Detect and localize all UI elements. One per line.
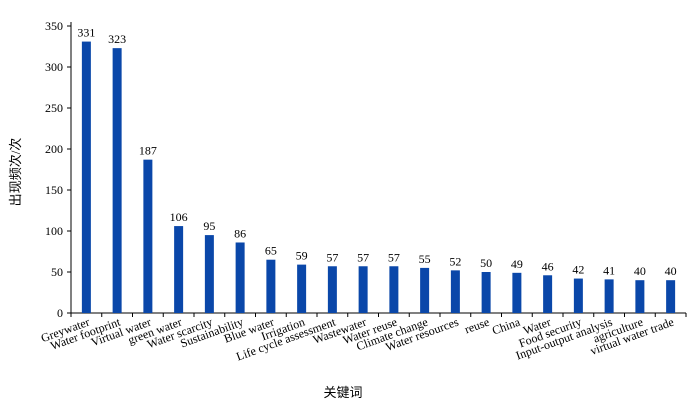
data-label: 46 — [542, 259, 554, 273]
data-label: 106 — [170, 210, 188, 224]
data-label: 41 — [603, 263, 615, 277]
data-label: 187 — [139, 144, 157, 158]
data-label: 57 — [388, 250, 400, 264]
data-label: 52 — [449, 254, 461, 268]
bar — [543, 275, 553, 313]
y-tick-label: 150 — [45, 183, 63, 197]
y-tick-label: 350 — [45, 19, 63, 33]
data-label: 323 — [108, 32, 126, 46]
bar — [112, 48, 122, 313]
data-label: 95 — [203, 219, 215, 233]
y-tick-label: 0 — [57, 306, 63, 320]
bar — [235, 242, 245, 313]
y-tick-label: 200 — [45, 142, 63, 156]
bar — [174, 226, 184, 313]
bar — [143, 159, 153, 313]
bars — [81, 41, 676, 314]
data-label: 65 — [265, 244, 277, 258]
data-label: 40 — [634, 264, 646, 278]
y-tick-label: 100 — [45, 224, 63, 238]
x-axis — [70, 312, 687, 317]
bar — [481, 272, 491, 313]
bar — [635, 280, 645, 313]
y-axis-title: 出现频次/次 — [8, 138, 23, 207]
data-label: 40 — [665, 264, 677, 278]
bar — [358, 266, 368, 313]
bar — [450, 270, 460, 313]
data-label: 57 — [326, 250, 338, 264]
y-tick-label: 300 — [45, 60, 63, 74]
bar — [512, 272, 522, 313]
bar — [420, 267, 430, 313]
y-tick-label: 50 — [51, 265, 63, 279]
category-label: China — [490, 314, 522, 337]
data-label: 331 — [77, 26, 95, 40]
bar — [327, 266, 337, 313]
bar — [604, 279, 614, 313]
data-label: 59 — [296, 249, 308, 263]
data-label: 42 — [572, 263, 584, 277]
category-label: reuse — [463, 315, 492, 337]
data-label: 86 — [234, 226, 246, 240]
data-label: 57 — [357, 250, 369, 264]
data-label: 50 — [480, 256, 492, 270]
x-axis-title: 关键词 — [323, 385, 362, 400]
y-tick-label: 250 — [45, 101, 63, 115]
bar — [81, 41, 91, 314]
bar — [204, 235, 214, 313]
bar — [389, 266, 399, 313]
bar — [573, 278, 583, 313]
bar — [666, 280, 676, 313]
data-label: 55 — [419, 252, 431, 266]
data-labels: 331 323 187 106 95 86 65 59 57 57 57 55 52 50 49 46 42 41… — [77, 26, 676, 279]
bar — [297, 264, 307, 313]
data-label: 49 — [511, 257, 523, 271]
bar — [266, 259, 276, 313]
y-axis: 0 50 100 150 200 250 300 350 — [45, 19, 72, 320]
